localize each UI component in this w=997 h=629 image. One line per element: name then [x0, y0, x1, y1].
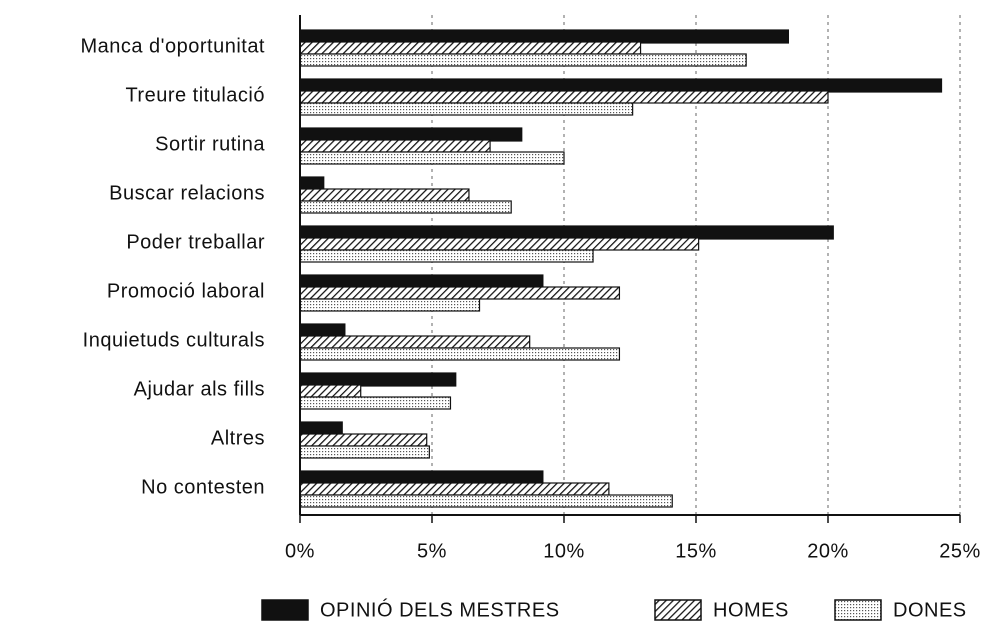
bar — [299, 90, 829, 104]
bar — [299, 41, 642, 55]
y-tick-label: Treure titulació — [125, 84, 265, 106]
bar — [299, 482, 610, 496]
bar — [299, 127, 523, 142]
bar — [299, 445, 430, 459]
x-tick-label: 25% — [939, 540, 981, 562]
legend-label: OPINIÓ DELS MESTRES — [320, 598, 560, 621]
bar — [299, 237, 700, 251]
bar — [299, 396, 452, 410]
y-tick-label: Poder treballar — [126, 231, 265, 253]
bar — [299, 470, 544, 485]
y-tick-label: Promoció laboral — [107, 280, 265, 302]
legend-swatch — [654, 599, 702, 621]
bar — [299, 335, 531, 349]
bar — [299, 188, 470, 202]
legend-label: HOMES — [713, 599, 789, 621]
bar — [299, 200, 512, 214]
bar — [299, 347, 621, 361]
bar — [299, 298, 481, 312]
bar — [299, 249, 594, 263]
bar — [299, 78, 943, 93]
bar — [299, 323, 346, 338]
legend-swatch — [261, 599, 309, 621]
bar — [299, 433, 428, 447]
x-tick-label: 0% — [285, 540, 315, 562]
y-tick-label: Inquietuds culturals — [83, 329, 265, 351]
x-tick-label: 10% — [543, 540, 585, 562]
x-tick-label: 20% — [807, 540, 849, 562]
bar — [299, 225, 834, 240]
bar — [299, 274, 544, 289]
legend-label: DONES — [893, 599, 967, 621]
bar — [299, 53, 747, 67]
bar — [299, 421, 343, 436]
bar — [299, 286, 621, 300]
bar — [299, 384, 362, 398]
bar — [299, 151, 565, 165]
y-tick-label: Manca d'oportunitat — [80, 35, 265, 57]
bar — [299, 139, 491, 153]
y-tick-label: Ajudar als fills — [134, 378, 265, 400]
bar — [299, 494, 673, 508]
y-tick-label: No contesten — [141, 476, 265, 498]
bar — [299, 372, 457, 387]
x-tick-label: 5% — [417, 540, 447, 562]
y-tick-label: Buscar relacions — [109, 182, 265, 204]
bar — [299, 102, 634, 116]
legend-swatch — [834, 599, 882, 621]
x-tick-label: 15% — [675, 540, 717, 562]
bar — [299, 29, 789, 44]
y-tick-label: Sortir rutina — [155, 133, 265, 155]
y-tick-label: Altres — [211, 427, 265, 449]
bar — [299, 176, 325, 191]
